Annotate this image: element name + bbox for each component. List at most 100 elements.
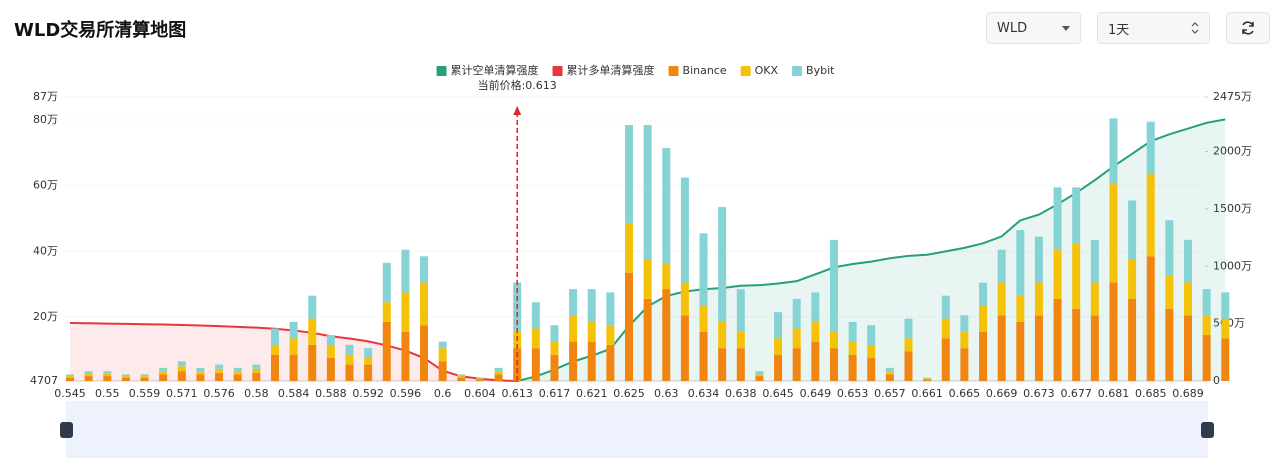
x-tick-label: 0.645 [762,387,794,400]
symbol-select[interactable]: WLD [986,12,1081,44]
bar [420,256,429,283]
y2-tick-label: 1500万 [1213,202,1252,215]
bar [1090,282,1099,316]
bar [494,374,503,381]
bar [289,321,298,339]
bar [699,305,708,332]
x-tick-label: 0.592 [352,387,384,400]
bar [587,341,596,381]
x-tick-label: 0.661 [911,387,943,400]
bar [438,361,447,381]
x-tick-label: 0.665 [949,387,981,400]
bar [252,368,261,373]
legend-label: 累计多单清算强度 [567,63,655,77]
bar [140,374,149,377]
period-select[interactable]: 1天 [1097,12,1210,44]
bar [960,348,969,381]
bar [103,373,112,377]
x-tick-label: 0.604 [464,387,496,400]
bar [1072,187,1081,244]
bar [848,341,857,355]
y-tick-label: 60万 [33,179,58,192]
bar [326,358,335,381]
period-value: 1天 [1108,22,1130,38]
bar [885,367,894,372]
annotation-value: 0.613 [525,79,557,92]
bar [420,325,429,381]
bar [1165,220,1174,276]
y-tick-label: 20万 [33,310,58,323]
bar [66,376,74,378]
bar [1128,259,1137,299]
bar [1016,295,1025,322]
bar [513,282,522,332]
x-tick-label: 0.576 [203,387,235,400]
bar [829,239,838,332]
bar [475,377,484,379]
bar [1016,230,1025,296]
x-tick-label: 0.571 [166,387,198,400]
bar [84,371,93,374]
bar [587,289,596,322]
legend: 累计空单清算强度 累计多单清算强度 Binance OKX Bybit [436,63,835,77]
refresh-button[interactable] [1226,12,1270,44]
bar [345,344,354,355]
bar [643,298,652,381]
bar [140,377,149,381]
bar [289,338,298,355]
x-tick-label: 0.681 [1098,387,1130,400]
bar [364,358,373,365]
bar [457,374,466,377]
bar [1128,298,1137,381]
bar [848,321,857,342]
bar [550,354,559,381]
bar [867,344,876,359]
x-tick-label: 0.634 [688,387,720,400]
bar [662,289,671,381]
x-tick-label: 0.584 [278,387,310,400]
bar [1016,321,1025,381]
bar [569,289,578,316]
bar [1053,187,1062,250]
bar [177,366,186,372]
bar [308,318,317,345]
bar [1184,282,1192,316]
bar [811,321,820,342]
bar [475,379,484,381]
legend-label: 累计空单清算强度 [451,63,539,77]
y2-tick-label: 2000万 [1213,145,1252,158]
bar [345,364,354,381]
bar [1202,289,1211,316]
bar [755,374,764,377]
bar [625,272,633,381]
bar [736,331,745,349]
spinner-icon [1191,22,1199,34]
bar [382,302,391,322]
bar [1090,315,1099,381]
bar [66,377,74,381]
bar [662,147,671,263]
bar [736,348,745,381]
x-tick-label: 0.545 [54,387,86,400]
bar [513,348,522,381]
bar [196,367,205,372]
bar [625,223,633,273]
bar [401,331,410,381]
bar [923,377,932,379]
bar [923,379,932,381]
bar [121,377,130,381]
bar [66,374,74,377]
bar [1202,315,1211,336]
bar [121,376,130,378]
bar [718,321,727,349]
bar [867,325,876,345]
bar [308,344,317,381]
y2-tick-label: 500万 [1213,317,1245,330]
bar [121,374,130,377]
bar [569,315,578,342]
bar [1184,239,1192,283]
bar [979,331,988,381]
dropdown-icon [1062,25,1070,31]
bar [308,295,317,319]
